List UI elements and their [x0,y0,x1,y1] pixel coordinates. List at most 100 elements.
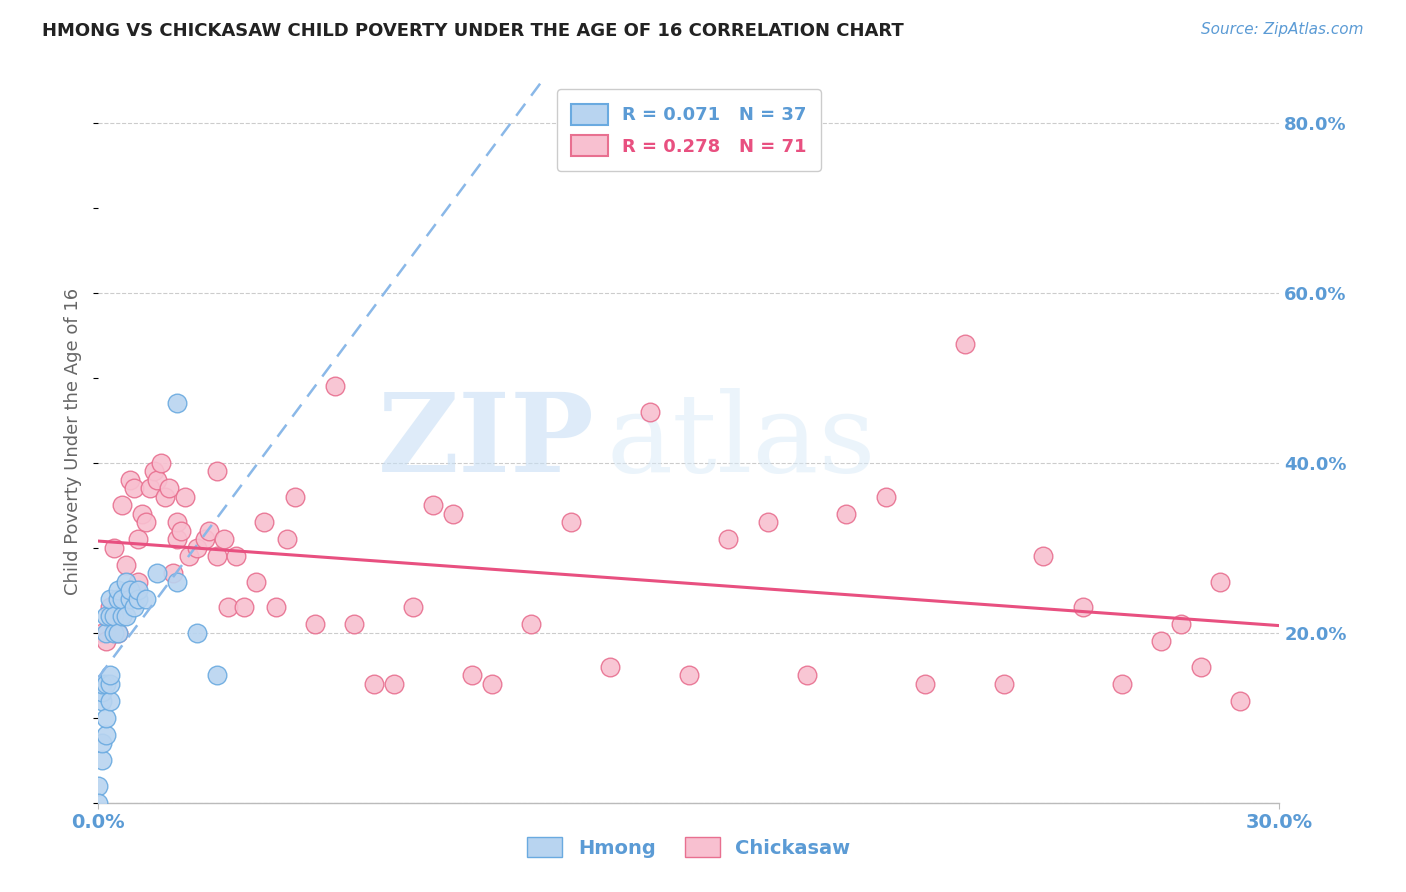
Point [276,533,298,547]
Point [135,516,157,530]
Point [481,677,503,691]
Point [1189,660,1212,674]
Point [205,464,228,478]
Point [131,507,153,521]
Point [127,533,149,547]
Point [717,533,740,547]
Point [1209,574,1232,589]
Point [166,533,188,547]
Point [118,473,141,487]
Point [111,498,134,512]
Point [217,600,239,615]
Point [194,533,217,547]
Point [98,677,121,691]
Point [115,574,138,589]
Point [146,473,169,487]
Y-axis label: Child Poverty Under the Age of 16: Child Poverty Under the Age of 16 [65,288,83,595]
Point [233,600,256,615]
Point [264,600,287,615]
Point [953,336,976,351]
Point [91,694,114,708]
Point [87,779,110,793]
Point [98,668,121,682]
Point [1170,617,1192,632]
Point [146,566,169,581]
Point [756,516,779,530]
Point [323,379,346,393]
Point [111,591,134,606]
Point [166,396,188,410]
Point [1071,600,1094,615]
Point [599,660,621,674]
Point [127,574,149,589]
Point [157,481,180,495]
Point [103,625,125,640]
Point [87,796,110,810]
Point [135,591,157,606]
Point [91,753,114,767]
Point [461,668,484,682]
Point [382,677,405,691]
Point [205,668,228,682]
Point [98,591,121,606]
Point [91,677,114,691]
Point [638,405,661,419]
Point [343,617,366,632]
Point [107,591,129,606]
Point [520,617,543,632]
Point [118,591,141,606]
Point [914,677,936,691]
Point [166,516,188,530]
Point [127,591,149,606]
Point [98,694,121,708]
Point [560,516,582,530]
Point [138,481,160,495]
Point [107,625,129,640]
Point [174,490,197,504]
Point [993,677,1015,691]
Point [150,456,173,470]
Point [96,728,118,742]
Point [98,608,121,623]
Point [170,524,193,538]
Point [96,625,118,640]
Point [98,600,121,615]
Point [91,625,114,640]
Point [245,574,267,589]
Point [1032,549,1054,564]
Point [96,711,118,725]
Point [1111,677,1133,691]
Point [96,677,118,691]
Legend: Hmong, Chickasaw: Hmong, Chickasaw [520,830,858,865]
Point [225,549,247,564]
Point [1150,634,1173,648]
Point [402,600,425,615]
Point [284,490,307,504]
Point [186,541,208,555]
Point [96,634,118,648]
Point [122,600,145,615]
Point [155,490,177,504]
Point [107,583,129,598]
Point [96,608,118,623]
Point [214,533,236,547]
Text: ZIP: ZIP [378,388,595,495]
Point [186,625,208,640]
Point [177,549,200,564]
Point [363,677,385,691]
Point [166,574,188,589]
Point [205,549,228,564]
Point [127,583,149,598]
Point [835,507,858,521]
Point [796,668,818,682]
Point [111,608,134,623]
Text: HMONG VS CHICKASAW CHILD POVERTY UNDER THE AGE OF 16 CORRELATION CHART: HMONG VS CHICKASAW CHILD POVERTY UNDER T… [42,22,904,40]
Point [103,541,125,555]
Point [422,498,444,512]
Point [253,516,276,530]
Point [91,736,114,750]
Point [875,490,897,504]
Point [91,685,114,699]
Point [162,566,184,581]
Point [118,583,141,598]
